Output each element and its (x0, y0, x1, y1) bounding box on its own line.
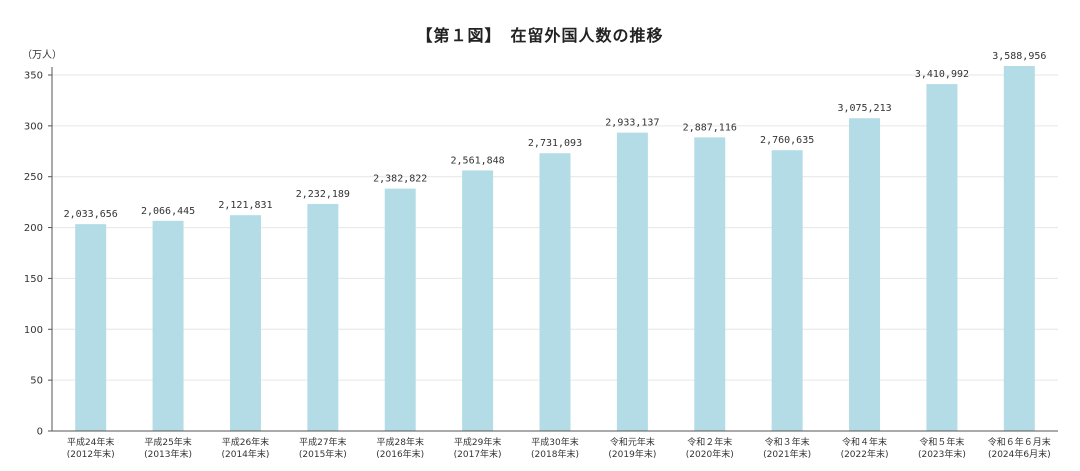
x-category-label: 平成27年末 (299, 436, 346, 448)
y-tick-label: 50 (30, 376, 43, 387)
bars (75, 65, 1035, 432)
y-axis-unit-label: （万人） (22, 50, 62, 61)
x-category-label: 令和５年末 (919, 436, 964, 448)
labels: 0501001502002503003502,033,656平成24年末(201… (24, 51, 1051, 460)
x-category-label: 令和元年末 (610, 436, 655, 448)
data-label: 2,933,137 (605, 118, 659, 129)
data-label: 2,731,093 (528, 138, 582, 149)
data-label: 3,588,956 (992, 51, 1046, 62)
data-label: 2,382,822 (373, 174, 427, 185)
x-category-sublabel: (2012年末) (67, 448, 115, 460)
y-tick-label: 250 (24, 172, 43, 183)
bar (462, 170, 494, 431)
x-category-label: 令和３年末 (765, 436, 810, 448)
bar (307, 203, 339, 431)
x-category-label: 平成26年末 (222, 436, 269, 448)
x-category-label: 令和２年末 (687, 436, 732, 448)
data-label: 2,121,831 (218, 200, 272, 211)
x-category-sublabel: (2018年末) (531, 448, 579, 460)
y-tick-label: 350 (24, 71, 43, 82)
x-category-sublabel: (2017年末) (454, 448, 502, 460)
x-category-sublabel: (2021年末) (763, 448, 811, 460)
bar (152, 220, 184, 431)
data-label: 2,033,656 (64, 209, 118, 220)
x-category-sublabel: (2024年6月末) (988, 448, 1051, 460)
x-category-label: 平成28年末 (377, 436, 424, 448)
x-category-label: 令和４年末 (842, 436, 887, 448)
x-category-label: 平成30年末 (531, 436, 578, 448)
x-category-sublabel: (2016年末) (376, 448, 424, 460)
x-category-label: 令和６年６月末 (988, 436, 1051, 448)
bar (539, 153, 571, 431)
x-category-sublabel: (2015年末) (299, 448, 347, 460)
x-category-sublabel: (2020年末) (686, 448, 734, 460)
x-category-sublabel: (2014年末) (221, 448, 269, 460)
bar (229, 215, 261, 431)
bar (849, 118, 881, 431)
chart-title: 【第１図】 在留外国人数の推移 (416, 26, 664, 45)
y-tick-label: 100 (24, 325, 43, 336)
x-category-sublabel: (2022年末) (841, 448, 889, 460)
bar (384, 188, 416, 431)
y-tick-label: 150 (24, 274, 43, 285)
data-label: 3,410,992 (915, 69, 969, 80)
y-tick-label: 0 (37, 427, 43, 438)
x-category-label: 平成24年末 (67, 436, 114, 448)
x-category-sublabel: (2013年末) (144, 448, 192, 460)
x-category-sublabel: (2019年末) (608, 448, 656, 460)
data-label: 2,760,635 (760, 135, 814, 146)
data-label: 2,887,116 (683, 122, 737, 133)
y-tick-label: 300 (24, 121, 43, 132)
x-category-label: 平成25年末 (144, 436, 191, 448)
x-category-label: 平成29年末 (454, 436, 501, 448)
data-label: 3,075,213 (837, 103, 891, 114)
y-tick-label: 200 (24, 223, 43, 234)
bar (771, 150, 803, 431)
axes (48, 67, 1058, 432)
data-label: 2,066,445 (141, 206, 195, 217)
bar (694, 137, 726, 432)
bar (926, 84, 958, 432)
bar (1003, 65, 1035, 431)
data-label: 2,561,848 (451, 155, 505, 166)
bar (616, 132, 648, 431)
x-category-sublabel: (2023年末) (918, 448, 966, 460)
bar (75, 224, 107, 431)
data-label: 2,232,189 (296, 189, 350, 200)
